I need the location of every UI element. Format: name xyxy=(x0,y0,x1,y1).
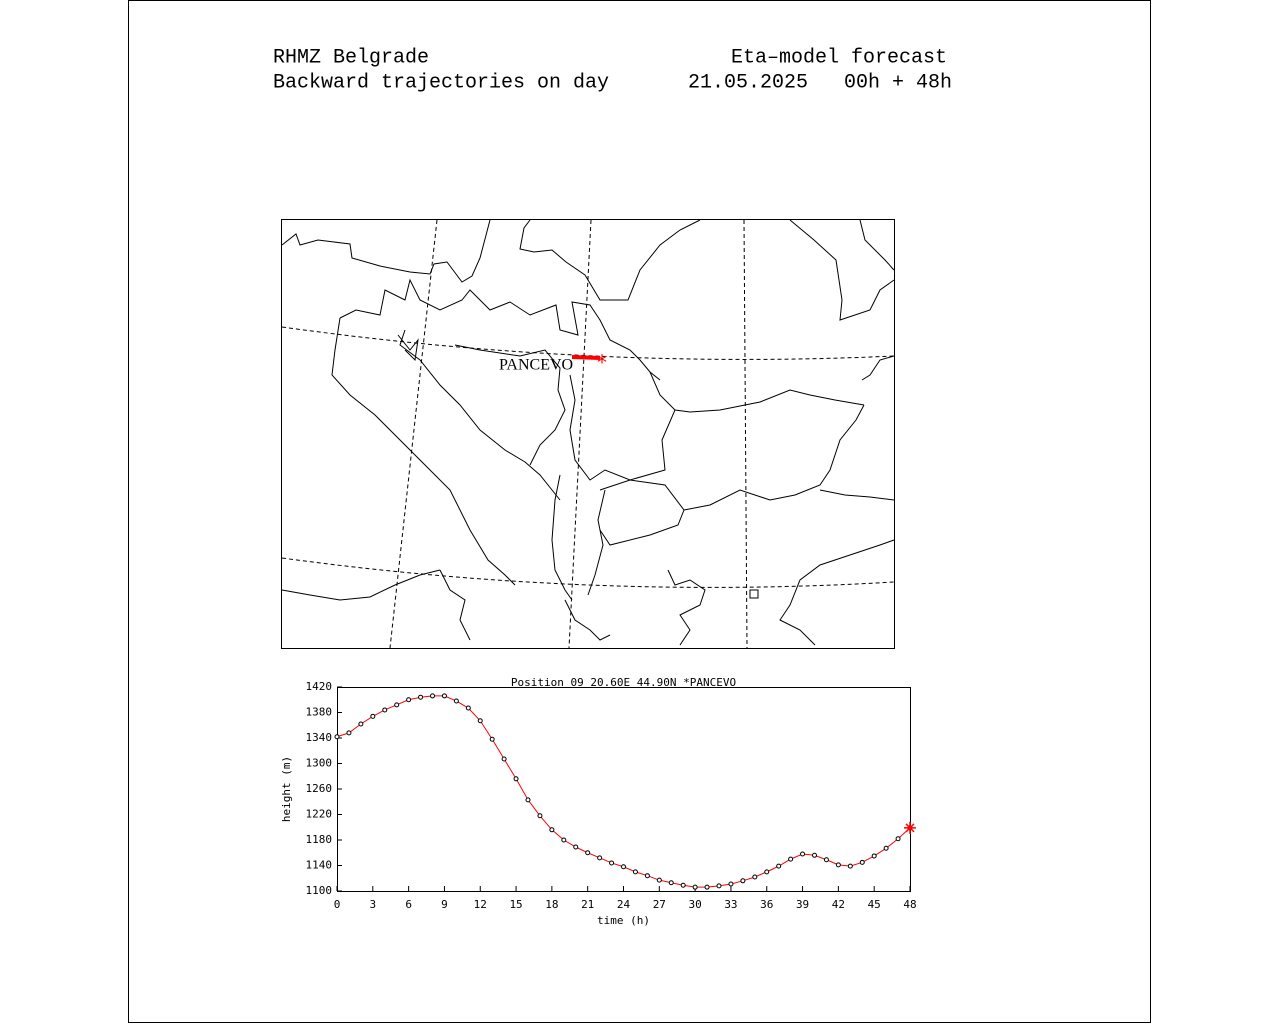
x-tick-label: 30 xyxy=(689,898,702,911)
svg-text:*: * xyxy=(597,351,607,375)
y-tick-label: 1100 xyxy=(306,884,333,897)
x-tick-label: 24 xyxy=(617,898,631,911)
x-tick-label: 27 xyxy=(653,898,666,911)
height-point xyxy=(501,756,507,762)
height-point xyxy=(692,884,698,890)
height-point xyxy=(489,736,495,742)
height-point xyxy=(441,693,447,699)
height-point xyxy=(561,837,567,843)
x-tick-label: 6 xyxy=(405,898,412,911)
height-point xyxy=(358,721,364,727)
height-point xyxy=(871,853,877,859)
height-point xyxy=(537,813,543,819)
y-tick-label: 1220 xyxy=(306,808,333,821)
x-tick-label: 48 xyxy=(903,898,916,911)
end-star xyxy=(904,821,916,834)
height-point xyxy=(573,844,579,850)
x-tick-label: 21 xyxy=(581,898,594,911)
height-point xyxy=(800,851,806,857)
height-point xyxy=(525,797,531,803)
frame xyxy=(128,0,1151,1023)
height-point xyxy=(597,855,603,861)
y-tick-label: 1260 xyxy=(306,782,333,795)
height-point xyxy=(859,859,865,865)
height-point xyxy=(382,707,388,713)
height-point xyxy=(835,862,841,868)
height-point xyxy=(752,874,758,880)
height-point xyxy=(812,852,817,858)
height-point xyxy=(883,845,889,851)
height-point xyxy=(680,882,686,888)
height-point xyxy=(668,880,674,886)
y-tick-label: 1340 xyxy=(306,731,333,744)
x-tick-label: 15 xyxy=(509,898,522,911)
x-tick-label: 18 xyxy=(545,898,558,911)
chart-title: Position 09 20.60E 44.90N *PANCEVO xyxy=(511,676,736,689)
map: * PANCEVO xyxy=(281,219,895,649)
x-tick-label: 42 xyxy=(832,898,845,911)
y-tick-label: 1180 xyxy=(306,833,333,846)
height-point xyxy=(418,694,424,700)
height-point xyxy=(394,702,400,708)
x-tick-label: 36 xyxy=(760,898,773,911)
height-point xyxy=(823,857,829,863)
y-tick-label: 1140 xyxy=(306,859,333,872)
header-org: RHMZ Belgrade xyxy=(273,46,429,69)
height-point xyxy=(776,863,782,869)
height-point xyxy=(728,881,734,887)
header-subtitle: Backward trajectories on day xyxy=(273,71,609,94)
x-tick-label: 33 xyxy=(724,898,737,911)
x-tick-label: 0 xyxy=(334,898,341,911)
x-tick-label: 45 xyxy=(868,898,881,911)
x-tick-label: 39 xyxy=(796,898,809,911)
y-axis-label: height (m) xyxy=(280,756,293,822)
x-axis-label: time (h) xyxy=(597,914,650,927)
height-line xyxy=(336,695,911,888)
height-point xyxy=(370,713,376,719)
x-tick-label: 3 xyxy=(370,898,377,911)
height-point xyxy=(704,884,710,890)
height-point xyxy=(656,877,662,883)
height-point xyxy=(895,836,901,842)
height-point xyxy=(632,869,638,875)
height-point xyxy=(644,873,650,879)
height-point xyxy=(465,705,471,711)
height-point xyxy=(847,863,853,869)
height-point xyxy=(477,718,483,724)
y-tick-label: 1420 xyxy=(306,680,333,693)
height-point xyxy=(585,850,591,856)
height-point xyxy=(621,864,626,870)
map-label: PANCEVO xyxy=(499,357,573,374)
x-tick-label: 12 xyxy=(474,898,487,911)
y-tick-label: 1380 xyxy=(306,706,333,719)
height-point xyxy=(788,856,794,862)
height-point xyxy=(453,698,459,704)
x-tick-label: 9 xyxy=(441,898,448,911)
height-point xyxy=(740,878,746,884)
height-point xyxy=(513,776,519,782)
height-point xyxy=(764,869,770,875)
height-point xyxy=(334,734,340,740)
height-point xyxy=(549,827,555,833)
header-run: 21.05.2025 00h + 48h xyxy=(688,71,952,94)
height-point xyxy=(430,693,435,699)
header-model: Eta–model forecast xyxy=(731,46,947,69)
height-point xyxy=(609,860,615,866)
height-point xyxy=(716,883,722,889)
y-tick-label: 1300 xyxy=(306,757,333,770)
height-point xyxy=(406,697,412,703)
height-point xyxy=(346,730,352,736)
